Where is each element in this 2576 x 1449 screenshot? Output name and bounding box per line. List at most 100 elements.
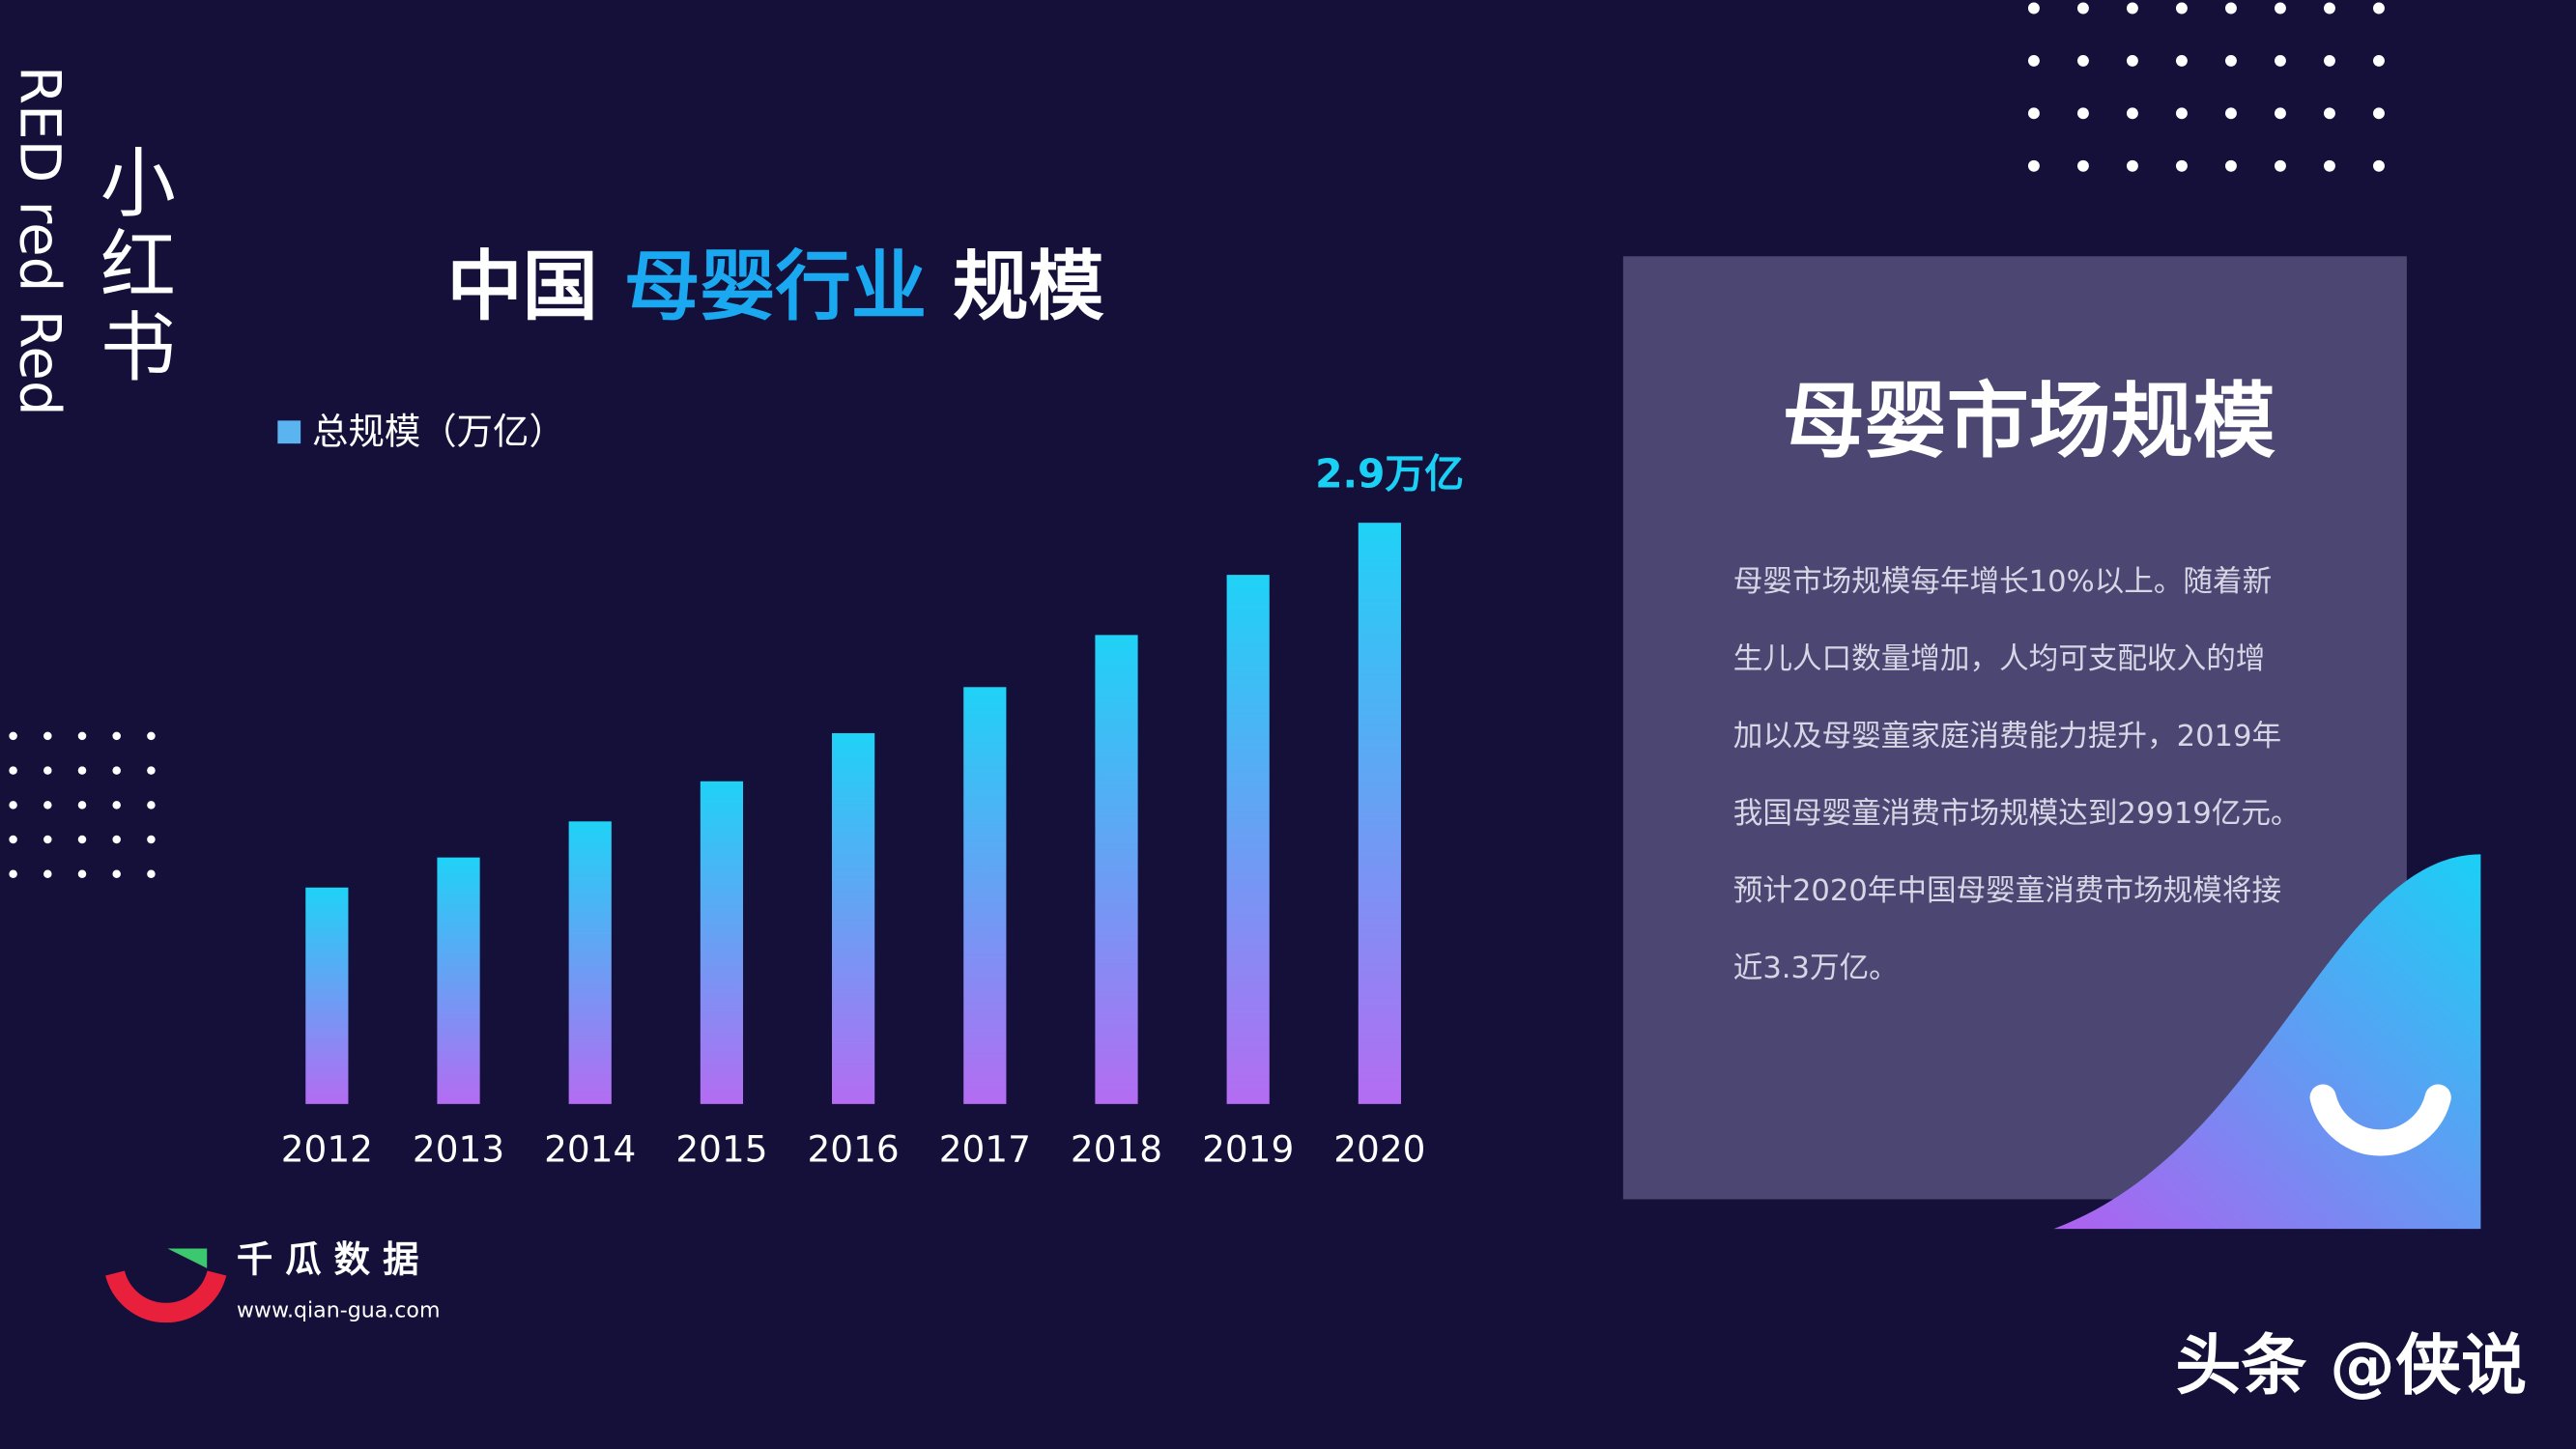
- watermark: 头条 @侠说: [2175, 1328, 2527, 1405]
- legend-label: 总规模（万亿）: [312, 410, 565, 452]
- x-tick-label: 2015: [675, 1128, 767, 1171]
- body-line: 预计2020年中国母婴童消费市场规模将接: [1733, 874, 2281, 908]
- body-line: 加以及母婴童家庭消费能力提升，2019年: [1733, 720, 2281, 753]
- dot: [147, 731, 156, 741]
- dot: [2126, 54, 2138, 67]
- dot: [9, 801, 17, 810]
- dot: [2275, 54, 2286, 67]
- dot: [2076, 159, 2089, 172]
- logo-name: 千 瓜 数 据: [237, 1238, 419, 1281]
- dot: [2027, 159, 2040, 172]
- x-tick-label: 2018: [1071, 1128, 1162, 1171]
- dot: [2175, 2, 2188, 14]
- dot: [43, 731, 52, 741]
- dot: [77, 835, 87, 844]
- logo-leaf: [167, 1248, 208, 1268]
- body-line: 近3.3万亿。: [1733, 952, 1899, 985]
- title-part: 规模: [953, 243, 1104, 331]
- dot: [2324, 107, 2335, 120]
- bar: [568, 821, 612, 1104]
- brand-char: 红: [100, 222, 176, 310]
- dot: [43, 835, 52, 844]
- dot: [9, 835, 17, 844]
- dot: [147, 869, 156, 879]
- dot: [9, 731, 17, 741]
- dot: [2076, 54, 2089, 67]
- brand-char: 小: [100, 140, 176, 228]
- dot: [2373, 159, 2385, 172]
- dot: [2027, 2, 2040, 14]
- dot: [2224, 54, 2237, 67]
- dot: [2175, 159, 2188, 172]
- legend-swatch: [277, 420, 301, 444]
- dot: [9, 766, 17, 775]
- panel-heading: 母婴市场规模: [1783, 375, 2275, 470]
- body-line: 母婴市场规模每年增长10%以上。随着新: [1733, 565, 2272, 599]
- dot: [147, 835, 156, 844]
- body-line: 生儿人口数量增加，人均可支配收入的增: [1733, 642, 2266, 676]
- dot: [2126, 107, 2138, 120]
- dot: [112, 835, 121, 844]
- dot: [2373, 2, 2385, 14]
- bar: [305, 887, 349, 1104]
- dot: [43, 766, 52, 775]
- x-tick-label: 2013: [413, 1128, 504, 1171]
- bar: [437, 857, 480, 1104]
- dot: [2224, 159, 2237, 172]
- brand-char: 书: [100, 304, 176, 392]
- dot: [2224, 107, 2237, 120]
- dot: [112, 731, 121, 741]
- dot: [2076, 107, 2089, 120]
- vertical-label: RED red Red: [7, 66, 72, 416]
- dot: [147, 801, 156, 810]
- dot: [112, 869, 121, 879]
- bar: [1095, 635, 1138, 1104]
- dot: [2175, 54, 2188, 67]
- x-tick-label: 2019: [1202, 1128, 1294, 1171]
- dot: [2076, 2, 2089, 14]
- bar: [832, 733, 875, 1104]
- dot: [147, 766, 156, 775]
- dot: [2126, 159, 2138, 172]
- dot: [2027, 107, 2040, 120]
- dot: [9, 869, 17, 879]
- x-tick-label: 2012: [281, 1128, 373, 1171]
- dot: [2175, 107, 2188, 120]
- dot: [112, 801, 121, 810]
- title-highlight: 母婴行业: [624, 243, 927, 331]
- dot: [77, 801, 87, 810]
- bars: 2012 2013 2014 2015 2016 2017 2018 2019 2020 2.9万…: [281, 451, 1464, 1171]
- x-tick-label: 2016: [808, 1128, 900, 1171]
- dot: [2275, 2, 2286, 14]
- dot: [77, 766, 87, 775]
- title-part: 中国: [446, 243, 597, 331]
- logo-mark: [105, 1270, 227, 1323]
- bar: [700, 781, 744, 1104]
- value-label: 2.9万亿: [1315, 451, 1464, 497]
- dot: [77, 731, 87, 741]
- dot: [2275, 107, 2286, 120]
- dot: [2324, 54, 2335, 67]
- chart-title: 中国 母婴行业 规模: [446, 243, 1104, 331]
- dot-pattern: [9, 2, 2385, 879]
- corner-logo: [2309, 1084, 2451, 1156]
- dot: [2373, 107, 2385, 120]
- dot: [43, 869, 52, 879]
- body-line: 我国母婴童消费市场规模达到29919亿元。: [1733, 797, 2301, 831]
- logo-url: www.qian-gua.com: [237, 1298, 441, 1323]
- dot: [2027, 54, 2040, 67]
- dot: [2126, 2, 2138, 14]
- panel-body: 母婴市场规模每年增长10%以上。随着新生儿人口数量增加，人均可支配收入的增加以及…: [1733, 565, 2301, 985]
- dot: [112, 766, 121, 775]
- bar: [1358, 523, 1401, 1104]
- bar: [963, 687, 1007, 1104]
- dot: [77, 869, 87, 879]
- x-tick-label: 2014: [544, 1128, 636, 1171]
- bar: [1226, 575, 1270, 1104]
- dot: [2224, 2, 2237, 14]
- dot: [2324, 159, 2335, 172]
- x-tick-label: 2020: [1333, 1128, 1425, 1171]
- x-tick-label: 2017: [939, 1128, 1031, 1171]
- dot: [43, 801, 52, 810]
